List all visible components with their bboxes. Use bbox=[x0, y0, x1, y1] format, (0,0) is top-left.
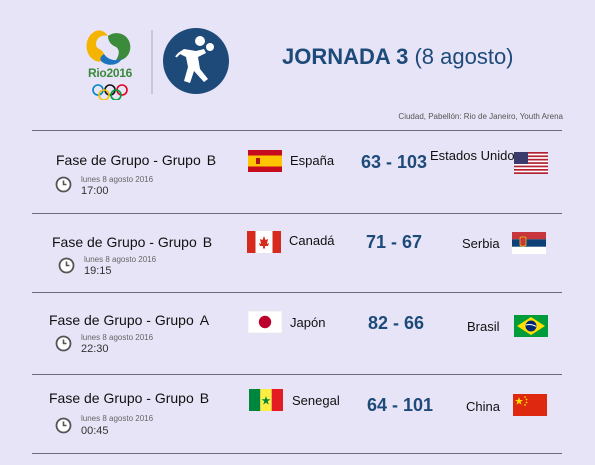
match-time: 17:00 bbox=[81, 185, 109, 197]
clock-icon bbox=[55, 417, 72, 434]
divider bbox=[32, 213, 562, 214]
clock-icon bbox=[58, 257, 75, 274]
divider bbox=[32, 453, 562, 454]
canada-flag-icon bbox=[247, 231, 281, 253]
match-row: Fase de Grupo - Grupo B lunes 8 agosto 20… bbox=[0, 214, 595, 292]
match-time: 22:30 bbox=[81, 343, 109, 355]
rio2016-logo-text: Rio2016 bbox=[88, 66, 132, 80]
rio2016-logo: Rio2016 bbox=[80, 24, 140, 101]
divider bbox=[32, 130, 562, 131]
away-team: Estados Unidos bbox=[430, 148, 522, 163]
spain-flag-icon bbox=[248, 150, 282, 172]
logo-divider bbox=[151, 30, 153, 94]
match-score: 64 - 101 bbox=[367, 395, 434, 415]
basketball-pictogram-icon bbox=[162, 27, 230, 95]
match-row: Fase de Grupo - Grupo A lunes 8 agosto 20… bbox=[0, 293, 595, 371]
home-team: Senegal bbox=[292, 393, 340, 408]
match-phase: Fase de Grupo - Grupo B bbox=[56, 152, 217, 168]
match-score: 82 - 66 bbox=[368, 313, 425, 333]
serbia-flag-icon bbox=[512, 232, 546, 254]
match-phase: Fase de Grupo - Grupo B bbox=[52, 234, 213, 250]
title-matchday: JORNADA 3 bbox=[282, 44, 409, 69]
usa-flag-icon bbox=[514, 152, 548, 174]
match-date: lunes 8 agosto 2016 bbox=[81, 414, 154, 423]
brazil-flag-icon bbox=[514, 315, 548, 337]
senegal-flag-icon bbox=[249, 389, 283, 411]
away-team: Serbia bbox=[462, 236, 500, 251]
away-team: Brasil bbox=[467, 319, 500, 334]
match-date: lunes 8 agosto 2016 bbox=[84, 255, 157, 264]
japan-flag-icon bbox=[248, 311, 282, 333]
match-phase: Fase de Grupo - Grupo A bbox=[49, 312, 210, 328]
page-title: JORNADA 3 (8 agosto) bbox=[282, 44, 514, 70]
home-team: España bbox=[290, 153, 335, 168]
header: Rio2016 JORNADA 3 (8 agosto) Ciudad, Pab… bbox=[0, 0, 595, 130]
divider bbox=[32, 292, 562, 293]
match-date: lunes 8 agosto 2016 bbox=[81, 333, 154, 342]
match-phase: Fase de Grupo - Grupo B bbox=[49, 390, 210, 406]
china-flag-icon bbox=[513, 394, 547, 416]
match-score: 63 - 103 bbox=[361, 152, 428, 172]
venue-text: Ciudad, Pabellón: Rio de Janeiro, Youth … bbox=[398, 112, 563, 121]
title-date: (8 agosto) bbox=[414, 44, 514, 69]
match-time: 00:45 bbox=[81, 425, 109, 437]
match-row: Fase de Grupo - Grupo B lunes 8 agosto 20… bbox=[0, 131, 595, 209]
clock-icon bbox=[55, 335, 72, 352]
rio2016-emblem-icon bbox=[86, 30, 131, 101]
match-row: Fase de Grupo - Grupo B lunes 8 agosto 20… bbox=[0, 375, 595, 453]
match-score: 71 - 67 bbox=[366, 232, 423, 252]
home-team: Japón bbox=[290, 315, 326, 330]
divider bbox=[32, 374, 562, 375]
home-team: Canadá bbox=[289, 233, 335, 248]
clock-icon bbox=[55, 176, 72, 193]
away-team: China bbox=[466, 399, 500, 414]
match-time: 19:15 bbox=[84, 265, 112, 277]
match-date: lunes 8 agosto 2016 bbox=[81, 175, 154, 184]
